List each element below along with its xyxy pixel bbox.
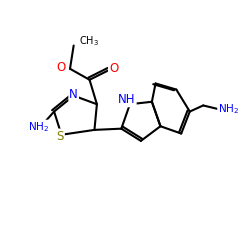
Text: S: S (56, 130, 64, 142)
Text: O: O (56, 61, 66, 74)
Text: N: N (69, 88, 78, 101)
Text: NH$_2$: NH$_2$ (218, 102, 239, 116)
Text: NH$_2$: NH$_2$ (28, 120, 49, 134)
Text: NH: NH (118, 93, 136, 106)
Text: CH$_3$: CH$_3$ (79, 34, 99, 48)
Text: O: O (109, 62, 118, 75)
